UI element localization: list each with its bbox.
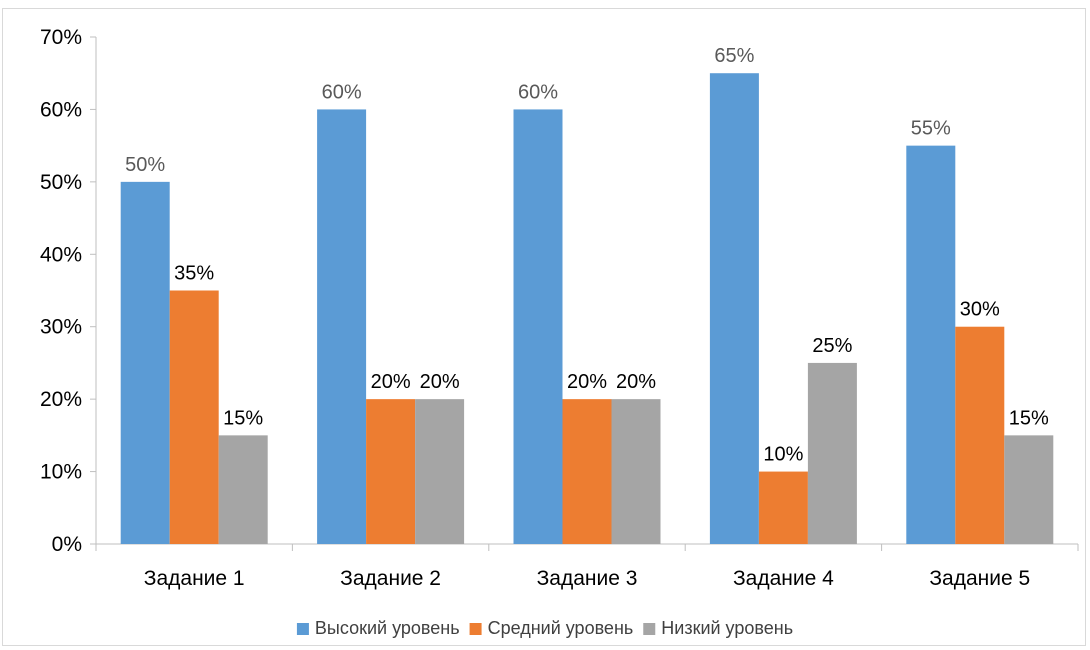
data-label: 25%	[812, 335, 852, 357]
y-tick-label: 50%	[40, 171, 82, 194]
data-label: 35%	[174, 263, 214, 285]
bar	[906, 145, 956, 544]
legend-label: Высокий уровень	[315, 618, 460, 638]
data-label: 20%	[371, 371, 411, 393]
bar	[169, 290, 219, 544]
bar	[709, 73, 759, 544]
data-label: 50%	[125, 154, 165, 176]
x-tick-label: Задание 4	[733, 567, 834, 590]
axes: 0% 10% 20% 30% 40% 50% 60% 70% Задание 1 Задание …	[40, 26, 1079, 590]
data-label: 10%	[763, 444, 803, 466]
data-label: 30%	[960, 299, 1000, 321]
bar	[562, 399, 612, 544]
bar	[366, 399, 416, 544]
bars	[120, 73, 1054, 544]
x-tick-label: Задание 2	[340, 567, 441, 590]
legend: Высокий уровень Средний уровень Низкий уро…	[296, 618, 793, 638]
y-tick-label: 0%	[52, 533, 82, 556]
data-label: 60%	[518, 81, 558, 103]
bar	[758, 471, 808, 544]
bar	[955, 326, 1005, 544]
data-label: 15%	[1009, 407, 1049, 429]
legend-swatch	[469, 623, 482, 635]
bar	[415, 399, 465, 544]
bar	[317, 109, 367, 544]
x-tick-label: Задание 3	[537, 567, 638, 590]
bar	[218, 435, 268, 544]
y-tick-label: 30%	[40, 316, 82, 339]
data-label: 15%	[223, 407, 263, 429]
data-label: 60%	[322, 81, 362, 103]
x-tick-label: Задание 1	[144, 567, 245, 590]
x-tick-label: Задание 5	[929, 567, 1030, 590]
y-tick-label: 40%	[40, 243, 82, 266]
data-label: 20%	[616, 371, 656, 393]
data-label: 55%	[911, 118, 951, 140]
data-label: 65%	[714, 45, 754, 67]
y-tick-label: 70%	[40, 26, 82, 49]
y-tick-label: 10%	[40, 461, 82, 484]
legend-label: Средний уровень	[488, 618, 634, 638]
y-tick-label: 60%	[40, 98, 82, 121]
bar	[513, 109, 563, 544]
bar	[120, 181, 170, 544]
data-label: 20%	[420, 371, 460, 393]
legend-swatch	[643, 623, 656, 635]
bar	[807, 362, 857, 544]
bar	[1004, 435, 1054, 544]
legend-label: Низкий уровень	[661, 618, 793, 638]
legend-swatch	[296, 623, 309, 635]
data-label: 20%	[567, 371, 607, 393]
bar	[611, 399, 661, 544]
data-labels: 50% 35% 15% 60% 20% 20% 60% 20% 20% 65% 10% 25% 55% 3…	[125, 45, 1049, 465]
y-tick-label: 20%	[40, 388, 82, 411]
